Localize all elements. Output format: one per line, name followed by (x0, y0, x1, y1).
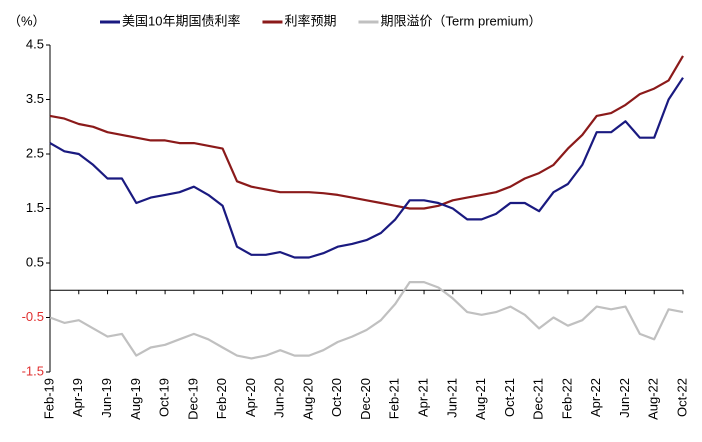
x-tick-label: Aug-21 (473, 378, 488, 420)
x-tick-label: Oct-20 (329, 378, 344, 417)
x-tick-label: Dec-21 (531, 378, 546, 420)
x-tick-label: Feb-20 (214, 378, 229, 419)
x-tick-label: Apr-20 (243, 378, 258, 417)
series-line (49, 77, 684, 259)
series-line (49, 281, 684, 360)
x-tick-label: Dec-20 (358, 378, 373, 420)
x-tick-label: Aug-22 (646, 378, 661, 420)
y-tick-label: -0.5 (22, 309, 44, 324)
x-tick-label: Jun-22 (617, 378, 632, 418)
legend-label: 美国10年期国债利率 (122, 13, 240, 28)
y-tick-label: -1.5 (22, 363, 44, 378)
x-tick-label: Apr-19 (70, 378, 85, 417)
x-tick-label: Oct-22 (674, 378, 689, 417)
series-line (49, 55, 684, 210)
x-tick-label: Dec-19 (185, 378, 200, 420)
x-tick-label: Oct-21 (502, 378, 517, 417)
legend-label: 利率预期 (284, 13, 336, 28)
x-tick-label: Apr-22 (588, 378, 603, 417)
y-tick-label: 4.5 (26, 36, 44, 51)
x-tick-label: Jun-20 (272, 378, 287, 418)
x-tick-label: Feb-21 (387, 378, 402, 419)
x-tick-label: Feb-19 (41, 378, 56, 419)
x-tick-label: Feb-22 (559, 378, 574, 419)
legend-label: 期限溢价（Term premium） (380, 13, 541, 28)
x-tick-label: Apr-21 (415, 378, 430, 417)
y-tick-label: 3.5 (26, 91, 44, 106)
y-tick-label: 2.5 (26, 145, 44, 160)
x-tick-label: Jun-21 (444, 378, 459, 418)
x-tick-label: Aug-20 (300, 378, 315, 420)
y-tick-label: 1.5 (26, 200, 44, 215)
unit-label: （%） (8, 13, 46, 28)
x-tick-label: Aug-19 (128, 378, 143, 420)
x-tick-label: Oct-19 (157, 378, 172, 417)
y-tick-label: 0.5 (26, 254, 44, 269)
x-tick-label: Jun-19 (99, 378, 114, 418)
